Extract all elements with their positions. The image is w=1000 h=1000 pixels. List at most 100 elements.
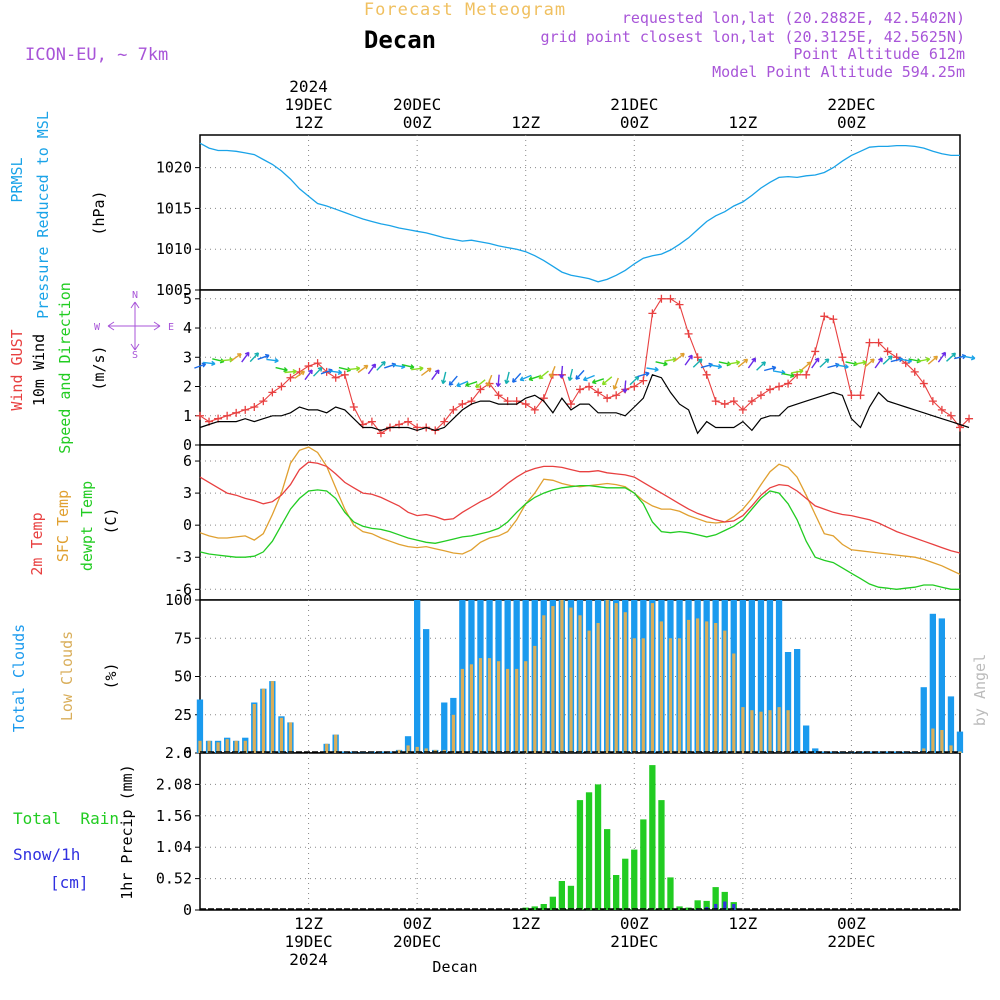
gust-marker [928, 397, 937, 406]
label-total-clouds: Total Clouds [10, 624, 28, 732]
time-label-bottom: 12Z [294, 914, 323, 933]
total-cloud-bar [794, 649, 801, 753]
wind-arrow [622, 380, 628, 393]
gust-marker [476, 385, 485, 394]
low-cloud-bar [334, 734, 338, 753]
gust-marker [666, 294, 675, 303]
wind-arrow [441, 371, 447, 385]
panel-frame [199, 134, 961, 291]
gust-marker [775, 382, 784, 391]
wind-arrow [249, 352, 260, 363]
low-cloud-bar [641, 638, 645, 754]
header: Forecast Meteogram Decan ICON-EU, ~ 7km … [25, 0, 989, 976]
wind-arrow [575, 369, 585, 380]
low-cloud-bar [207, 740, 211, 753]
gust-marker [811, 347, 820, 356]
point-altitude: Point Altitude 612m [793, 45, 965, 63]
gust-marker [865, 338, 874, 347]
gust-marker [277, 382, 286, 391]
model-altitude: Model Point Altitude 594.25m [712, 63, 965, 81]
wind-arrow [601, 376, 613, 386]
panel-precip: 0 0.52 1.04 1.56 2.08 2.6 [156, 744, 961, 919]
gust-marker [738, 405, 747, 414]
gust-marker [449, 405, 458, 414]
low-cloud-bar [288, 722, 293, 753]
dewpt-temp-line [199, 484, 960, 590]
gust-marker [223, 411, 232, 420]
footer-location: Decan [432, 958, 477, 976]
y-tick-label: 5 [183, 290, 192, 308]
wind-arrow [782, 372, 795, 378]
low-cloud-bar [759, 711, 763, 753]
wind-arrow [692, 358, 703, 368]
low-cloud-bar [460, 668, 464, 753]
total-cloud-bar [196, 699, 204, 753]
gust-marker [711, 397, 720, 406]
low-cloud-bar [497, 661, 501, 753]
wind-arrow [485, 374, 493, 387]
wind-arrow [495, 374, 501, 388]
low-cloud-bar [216, 742, 220, 753]
title-top: Forecast Meteogram [364, 0, 566, 20]
low-cloud-bar [949, 745, 953, 753]
wind-arrow [512, 372, 522, 383]
wind-arrow [549, 366, 556, 379]
low-cloud-bar [940, 730, 944, 753]
low-cloud-bar [560, 600, 564, 753]
low-cloud-bar [478, 658, 483, 753]
y-tick-label: 0 [183, 901, 192, 919]
panel-labels: PRMSL Pressure Reduced to MSL (hPa) Wind… [8, 111, 174, 900]
rain-bar [549, 896, 556, 910]
gust-marker [241, 405, 250, 414]
wind-arrow [284, 368, 297, 375]
gust-marker [331, 373, 340, 382]
total-cloud-bar [423, 629, 430, 753]
time-label-top: 12Z [511, 113, 540, 132]
wind-arrow [538, 370, 549, 380]
y-tick-label: 1015 [156, 199, 192, 217]
gust-marker [702, 370, 711, 379]
wind-arrow [357, 364, 369, 374]
gust-marker [521, 400, 530, 409]
time-label-bottom: 12Z [511, 914, 540, 933]
wind-arrow [737, 358, 749, 368]
total-cloud-bar [775, 600, 783, 753]
y-tick-label: -6 [174, 580, 192, 598]
gust-marker [919, 379, 928, 388]
y-tick-label: 0 [183, 744, 192, 762]
wind-arrow [882, 355, 893, 365]
panels: 1005101010151020012345-6-303602550751000… [156, 134, 976, 919]
wind-arrow [591, 378, 605, 385]
wind-arrow [801, 361, 812, 371]
gust-marker [576, 385, 584, 394]
y-tick-label: 1020 [156, 159, 192, 177]
total-cloud-bar [766, 600, 774, 753]
total-cloud-bar [884, 751, 891, 753]
low-cloud-bar [677, 638, 682, 754]
low-cloud-bar [451, 714, 455, 754]
y-tick-label: 1.56 [156, 807, 192, 825]
wind-arrow [558, 365, 565, 379]
wind-arrow [927, 355, 939, 365]
watermark: by Angel [971, 654, 989, 726]
wind-arrow [756, 361, 766, 371]
low-cloud-bar [424, 748, 428, 753]
gust-marker [566, 400, 575, 409]
wind-arrow [266, 357, 279, 364]
panel-frame [199, 444, 961, 601]
time-label-top: 00Z [403, 113, 432, 132]
gust-marker [630, 382, 639, 391]
wind-arrow [836, 363, 849, 370]
gust-marker [684, 329, 693, 338]
y-tick-label: 1.04 [156, 838, 192, 856]
wind-arrow [655, 361, 668, 367]
wind-arrow [230, 353, 242, 362]
gust-marker [603, 394, 612, 403]
wind-arrow [937, 351, 947, 363]
total-cloud-bar [947, 696, 955, 753]
wind-arrow [854, 359, 867, 366]
gust-marker [440, 417, 449, 426]
grid-coords: grid point closest lon,lat (20.3125E, 42… [541, 28, 965, 46]
